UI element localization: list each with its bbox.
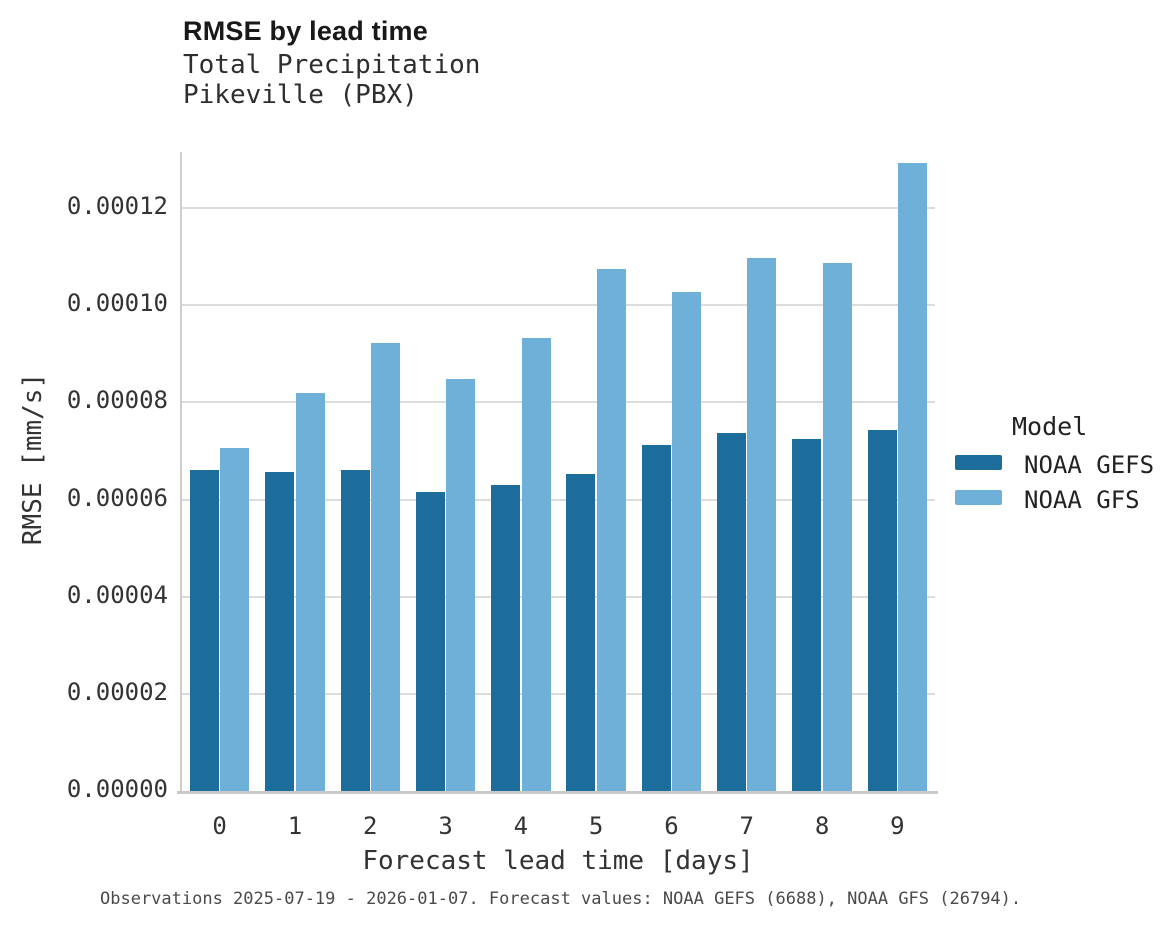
x-tick-label: 1	[287, 812, 303, 840]
y-tick-label: 0.00012	[66, 192, 168, 220]
bar-noaa-gfs	[898, 162, 928, 791]
legend-swatch-noaa-gfs	[955, 490, 1002, 505]
x-tick-label: 3	[438, 812, 453, 840]
bar-noaa-gefs	[189, 470, 219, 791]
bar-noaa-gefs	[867, 429, 897, 791]
bar-noaa-gfs	[596, 268, 626, 791]
bar-noaa-gefs	[566, 473, 596, 791]
caption-observations: Observations 2025-07-19 - 2026-01-07. Fo…	[100, 889, 1022, 909]
legend-label-noaa-gfs: NOAA GFS	[1024, 486, 1140, 514]
x-axis-label: Forecast lead time [days]	[362, 846, 754, 876]
bar-noaa-gfs	[446, 378, 476, 791]
bar-noaa-gefs	[265, 471, 295, 791]
bar-noaa-gefs	[792, 438, 822, 791]
x-tick-label: 6	[664, 812, 679, 840]
bar-noaa-gefs	[491, 485, 521, 791]
bar-noaa-gfs	[370, 342, 400, 791]
x-axis-spine	[177, 791, 938, 794]
y-tick-label: 0.00000	[66, 775, 168, 803]
bar-noaa-gfs	[747, 257, 777, 791]
bar-noaa-gefs	[415, 492, 445, 791]
bar-noaa-gefs	[340, 469, 370, 791]
bar-noaa-gfs	[295, 392, 325, 791]
y-tick-label: 0.00010	[66, 289, 168, 318]
x-tick-label: 9	[890, 812, 905, 840]
x-tick-label: 5	[588, 812, 604, 840]
bar-noaa-gfs	[672, 292, 702, 791]
bar-noaa-gefs	[717, 432, 747, 791]
bar-noaa-gefs	[641, 445, 671, 791]
x-tick-label: 7	[739, 812, 754, 840]
legend-label-noaa-gefs: NOAA GEFS	[1024, 451, 1155, 479]
gridline	[182, 498, 935, 501]
x-tick-label: 4	[513, 812, 529, 840]
chart-subtitle-station: Pikeville (PBX)	[183, 80, 418, 110]
bar-noaa-gfs	[220, 447, 250, 791]
x-tick-label: 0	[212, 812, 227, 840]
bar-noaa-gfs	[521, 337, 551, 791]
x-tick-label: 8	[814, 812, 830, 840]
y-tick-label: 0.00008	[66, 386, 168, 415]
bar-noaa-gfs	[822, 262, 852, 791]
y-tick-label: 0.00004	[66, 580, 168, 609]
legend-swatch-noaa-gefs	[955, 455, 1002, 470]
y-tick-label: 0.00006	[66, 483, 168, 512]
legend-title: Model	[1012, 412, 1088, 441]
y-axis-spine	[180, 152, 182, 793]
chart-title: RMSE by lead time	[183, 16, 428, 46]
gridline	[182, 401, 935, 404]
y-tick-label: 0.00002	[66, 677, 168, 706]
x-tick-label: 2	[363, 812, 378, 840]
gridline	[182, 304, 935, 307]
gridline	[182, 207, 935, 209]
chart-subtitle-variable: Total Precipitation	[183, 50, 481, 80]
gridline	[182, 595, 935, 598]
gridline	[182, 692, 935, 695]
